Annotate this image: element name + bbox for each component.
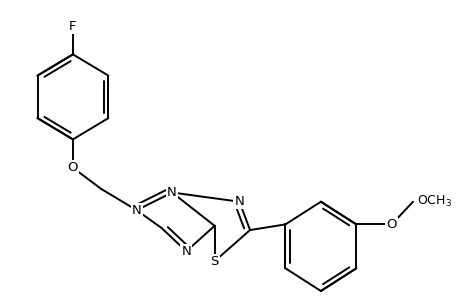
Text: N: N: [181, 245, 191, 258]
Text: S: S: [210, 255, 218, 268]
Text: OCH$_3$: OCH$_3$: [416, 194, 451, 209]
Text: F: F: [69, 20, 77, 32]
Text: N: N: [167, 186, 177, 199]
Text: N: N: [132, 204, 141, 217]
Text: N: N: [234, 195, 244, 208]
Text: O: O: [386, 218, 396, 231]
Text: O: O: [67, 161, 78, 174]
